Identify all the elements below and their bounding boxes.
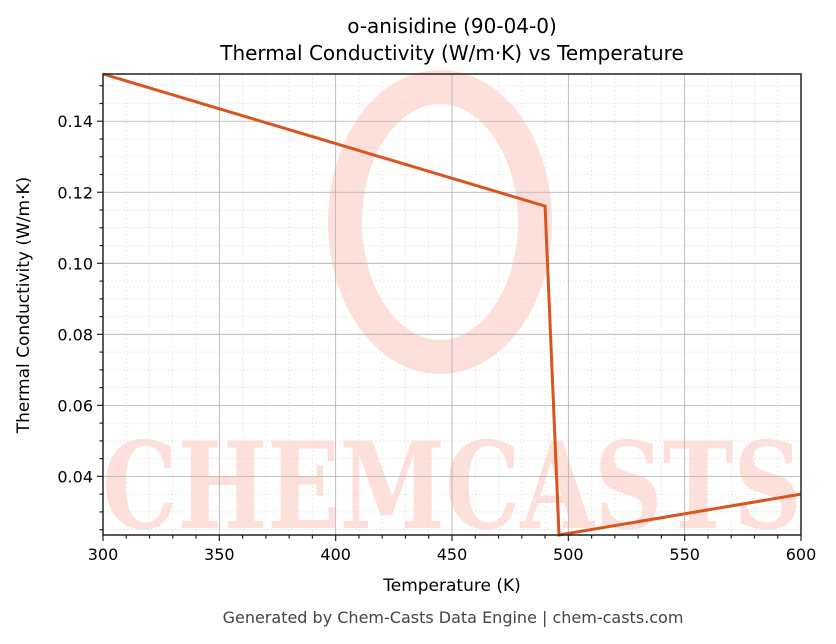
x-tick-label: 400	[320, 545, 351, 564]
grid	[102, 74, 802, 535]
x-axis-label: Temperature (K)	[383, 576, 521, 596]
y-tick-label: 0.12	[57, 183, 93, 202]
x-tick-label: 300	[88, 545, 119, 564]
y-tick-label: 0.04	[57, 467, 93, 486]
chart-title-line1: o-anisidine (90-04-0)	[347, 14, 557, 38]
x-tick-label: 450	[437, 545, 468, 564]
data-line	[102, 72, 802, 537]
footer-credit: Generated by Chem-Casts Data Engine | ch…	[222, 608, 684, 627]
x-tick-label: 600	[786, 545, 817, 564]
x-tick-label: 550	[669, 545, 700, 564]
chart-title-line2: Thermal Conductivity (W/m·K) vs Temperat…	[220, 41, 684, 65]
x-tick-label: 350	[204, 545, 235, 564]
axis-ticks: 300 350 400 450 500 550 600 0.04 0.06 0.08 0.10 0.1…	[57, 85, 817, 564]
x-tick-label: 500	[553, 545, 584, 564]
y-tick-label: 0.08	[57, 325, 93, 344]
y-tick-label: 0.06	[57, 396, 93, 415]
y-tick-label: 0.14	[57, 112, 93, 131]
y-axis-label: Thermal Conductivity (W/m·K)	[14, 176, 34, 434]
y-tick-label: 0.10	[57, 254, 93, 273]
